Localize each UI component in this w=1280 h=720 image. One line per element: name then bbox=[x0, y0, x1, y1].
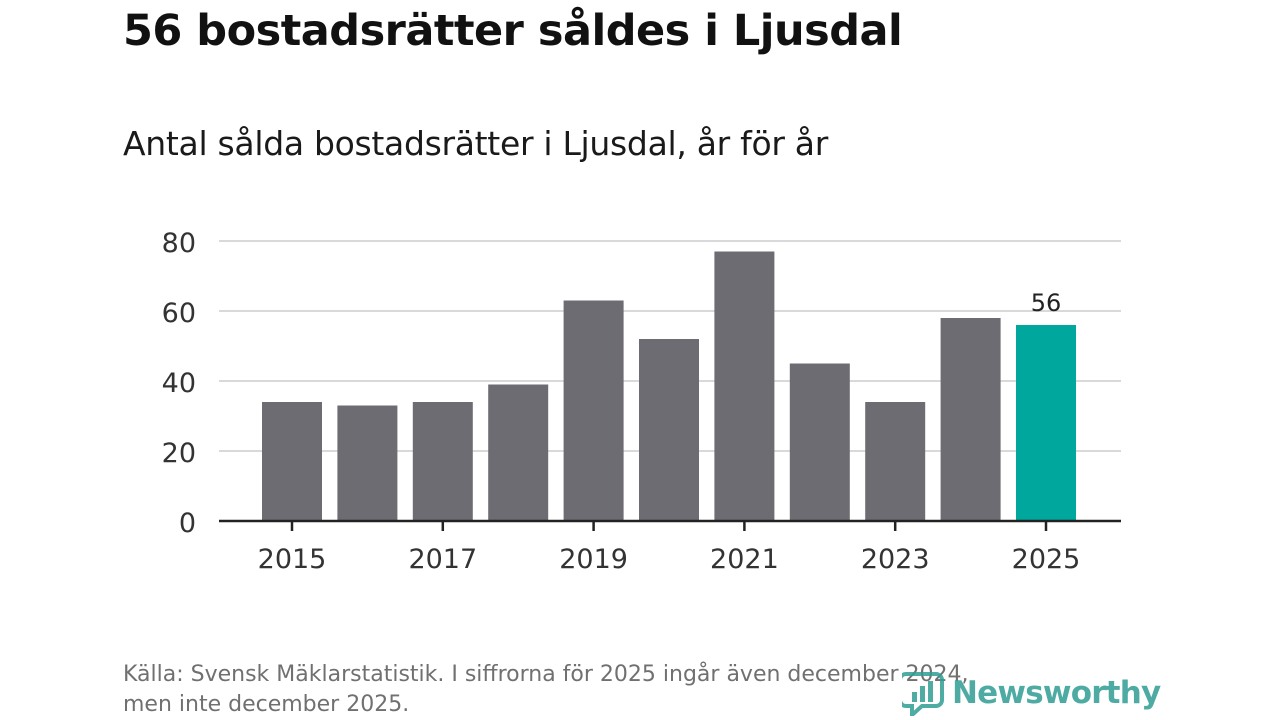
source-line-1: Källa: Svensk Mäklarstatistik. I siffror… bbox=[123, 662, 969, 687]
x-tick-label: 2021 bbox=[710, 544, 779, 575]
data-label: 56 bbox=[1031, 289, 1062, 317]
y-tick-label: 20 bbox=[162, 438, 196, 469]
bar-2023 bbox=[865, 402, 926, 521]
y-tick-label: 40 bbox=[162, 368, 196, 399]
bar-2022 bbox=[789, 363, 850, 521]
bar-2017 bbox=[412, 402, 473, 521]
y-tick-label: 0 bbox=[179, 508, 196, 539]
bar-2024 bbox=[940, 318, 1001, 521]
newsworthy-logo: Newsworthy bbox=[902, 670, 1161, 716]
source-note: Källa: Svensk Mäklarstatistik. I siffror… bbox=[123, 660, 1123, 720]
x-tick-label: 2023 bbox=[861, 544, 930, 575]
bar-2025 bbox=[1016, 325, 1076, 521]
y-tick-label: 80 bbox=[162, 228, 196, 259]
x-tick-label: 2017 bbox=[408, 544, 477, 575]
x-tick-label: 2019 bbox=[559, 544, 628, 575]
bar-2020 bbox=[639, 339, 699, 521]
x-axis-ticks: 2015 2017 2019 2021 2023 2025 bbox=[258, 521, 1081, 575]
x-tick-label: 2025 bbox=[1012, 544, 1081, 575]
bar-2018 bbox=[488, 384, 549, 521]
x-tick-label: 2015 bbox=[258, 544, 327, 575]
newsworthy-logo-icon bbox=[902, 672, 944, 716]
y-axis-ticks: 0 20 40 60 80 bbox=[162, 228, 196, 539]
chart-title: 56 bostadsrätter såldes i Ljusdal bbox=[123, 6, 903, 56]
bar-chart: 0 20 40 60 80 2015 2017 2019 2021 2023 2025 56 bbox=[162, 228, 1121, 575]
bar-2016 bbox=[337, 405, 398, 521]
newsworthy-logo-text: Newsworthy bbox=[952, 675, 1161, 711]
data-labels: 56 bbox=[1031, 289, 1062, 317]
bars bbox=[262, 251, 1076, 521]
chart-subtitle: Antal sålda bostadsrätter i Ljusdal, år … bbox=[123, 124, 828, 163]
y-tick-label: 60 bbox=[162, 298, 196, 329]
bar-2019 bbox=[563, 300, 624, 521]
bar-2015 bbox=[262, 402, 322, 521]
bar-2021 bbox=[714, 251, 775, 521]
source-line-2: men inte december 2025. bbox=[123, 692, 410, 717]
